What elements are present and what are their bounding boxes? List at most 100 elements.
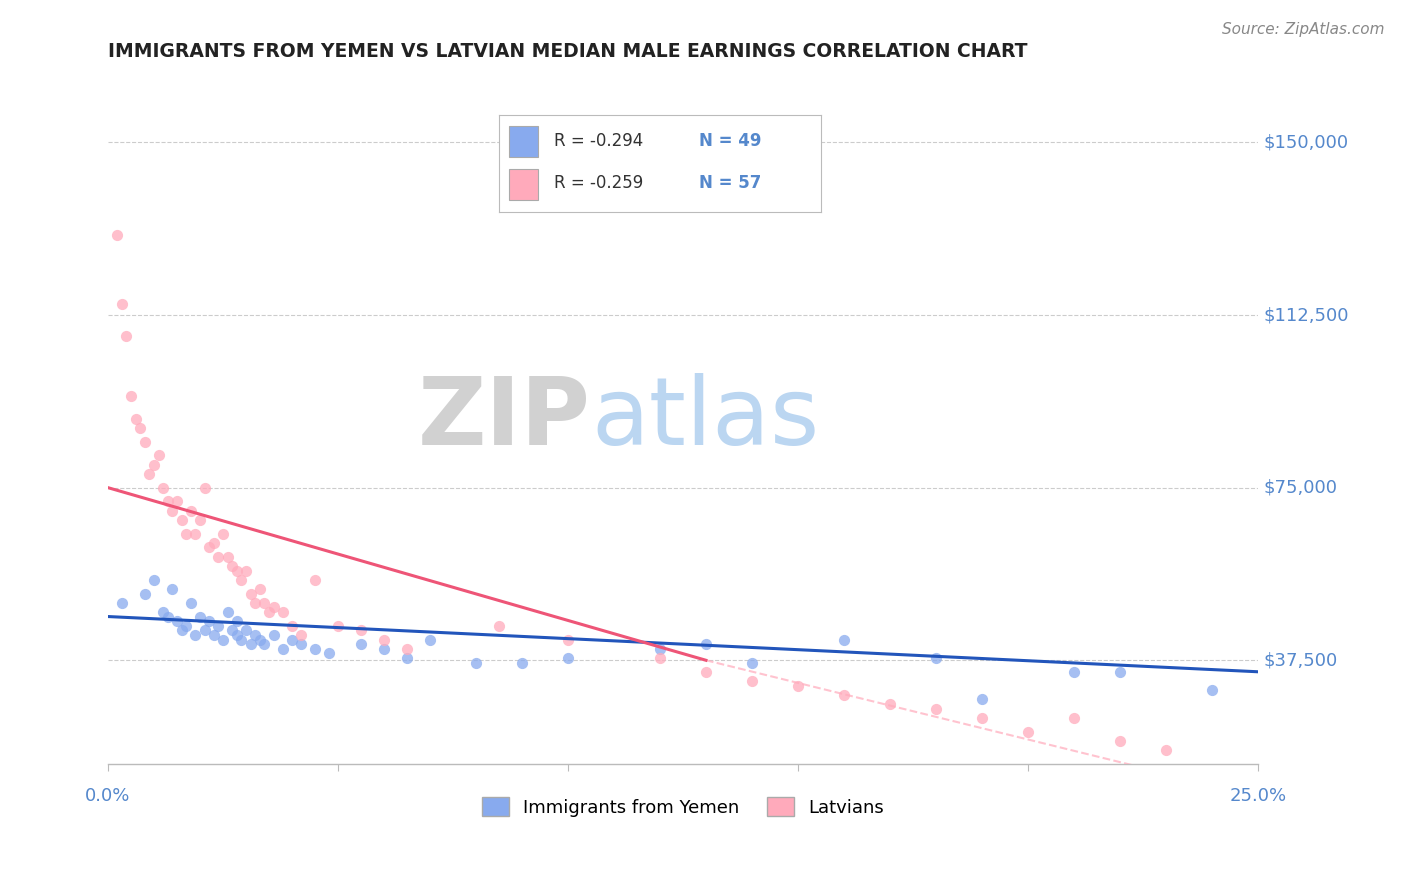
Point [152, 605, 174, 619]
Point [202, 628, 225, 642]
Point [202, 536, 225, 550]
Point [925, 701, 948, 715]
Point [194, 481, 217, 495]
Point [510, 656, 533, 670]
Text: atlas: atlas [591, 373, 820, 465]
Point [290, 637, 312, 651]
Point [832, 632, 855, 647]
Point [253, 637, 276, 651]
Point [207, 549, 229, 564]
Point [741, 673, 763, 688]
Point [221, 558, 243, 573]
Text: ZIP: ZIP [418, 373, 591, 465]
Point [217, 605, 239, 619]
Point [832, 688, 855, 702]
Point [217, 549, 239, 564]
Point [124, 411, 146, 425]
Point [225, 564, 247, 578]
Point [115, 328, 138, 343]
Point [166, 614, 188, 628]
Legend: Immigrants from Yemen, Latvians: Immigrants from Yemen, Latvians [475, 790, 891, 824]
Point [1017, 724, 1039, 739]
Point [787, 679, 810, 693]
Point [212, 526, 235, 541]
Point [257, 605, 280, 619]
Point [180, 596, 202, 610]
Point [221, 624, 243, 638]
Point [271, 641, 294, 656]
Point [231, 632, 253, 647]
Point [419, 632, 441, 647]
Point [1201, 683, 1223, 698]
Point [170, 513, 193, 527]
Point [373, 632, 395, 647]
Point [194, 624, 217, 638]
Point [318, 646, 340, 660]
Point [184, 526, 207, 541]
Point [243, 628, 266, 642]
Point [557, 632, 579, 647]
Point [290, 628, 312, 642]
Text: Source: ZipAtlas.com: Source: ZipAtlas.com [1222, 22, 1385, 37]
Point [1154, 743, 1177, 757]
Text: 0.0%: 0.0% [86, 787, 131, 805]
Point [395, 651, 418, 665]
Point [156, 494, 179, 508]
Point [1109, 665, 1132, 679]
Point [143, 573, 166, 587]
Point [174, 619, 197, 633]
Point [253, 596, 276, 610]
Point [212, 632, 235, 647]
Text: 25.0%: 25.0% [1229, 787, 1286, 805]
Point [304, 573, 326, 587]
Point [741, 656, 763, 670]
Point [162, 504, 184, 518]
Point [695, 665, 717, 679]
Point [249, 582, 271, 596]
Point [326, 619, 349, 633]
Point [235, 624, 257, 638]
Point [695, 637, 717, 651]
Text: $150,000: $150,000 [1264, 134, 1348, 152]
Point [271, 605, 294, 619]
Point [239, 586, 262, 600]
Point [198, 614, 221, 628]
Point [395, 641, 418, 656]
Point [648, 641, 671, 656]
Point [111, 596, 134, 610]
Point [970, 692, 993, 706]
Point [162, 582, 184, 596]
Point [170, 624, 193, 638]
Point [350, 637, 373, 651]
Point [120, 389, 142, 403]
Point [143, 458, 166, 472]
Point [111, 296, 134, 310]
Point [188, 513, 211, 527]
Point [148, 449, 170, 463]
Point [373, 641, 395, 656]
Point [231, 573, 253, 587]
Point [1063, 711, 1085, 725]
Text: $112,500: $112,500 [1264, 306, 1350, 324]
Point [243, 596, 266, 610]
Point [970, 711, 993, 725]
Point [184, 628, 207, 642]
Point [304, 641, 326, 656]
Point [180, 504, 202, 518]
Point [152, 481, 174, 495]
Point [281, 619, 304, 633]
Point [879, 697, 901, 711]
Point [239, 637, 262, 651]
Point [207, 619, 229, 633]
Point [263, 600, 285, 615]
Point [925, 651, 948, 665]
Point [465, 656, 488, 670]
Point [225, 614, 247, 628]
Text: $37,500: $37,500 [1264, 651, 1339, 669]
Point [350, 624, 373, 638]
Point [249, 632, 271, 647]
Point [281, 632, 304, 647]
Point [166, 494, 188, 508]
Point [263, 628, 285, 642]
Point [235, 564, 257, 578]
